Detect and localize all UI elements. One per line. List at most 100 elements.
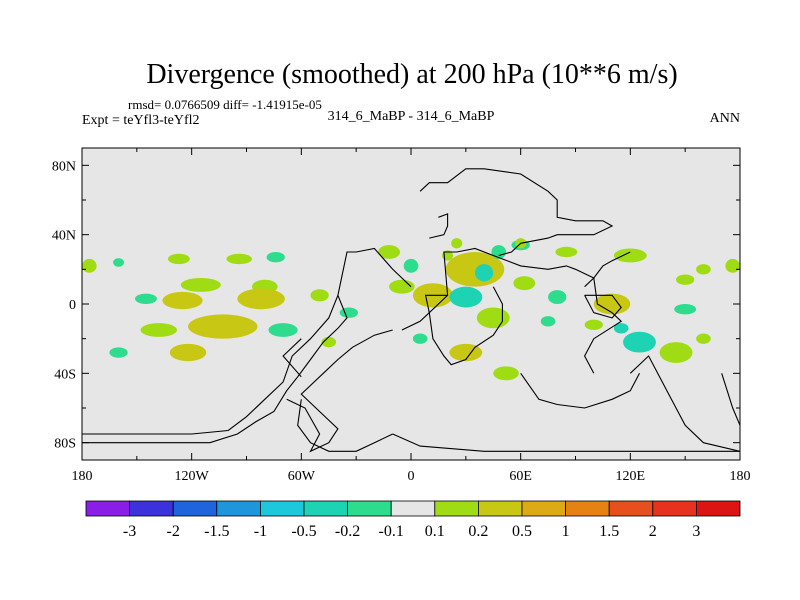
x-tick-label: 180	[730, 469, 751, 484]
colorbar-box	[347, 500, 392, 517]
x-tick-label: 0	[408, 469, 415, 484]
colorbar-box	[696, 500, 741, 517]
colorbar-box	[521, 500, 566, 517]
coastlines	[82, 168, 740, 453]
experiment-label: Expt = teYfl3-teYfl2	[82, 113, 200, 128]
coastline	[297, 399, 393, 452]
season-label: ANN	[710, 111, 740, 126]
contour-region	[493, 366, 519, 381]
colorbar-box	[477, 500, 523, 517]
colorbar-box	[85, 500, 130, 517]
contour-region	[226, 253, 252, 265]
chart-title: Divergence (smoothed) at 200 hPa (10**6 …	[146, 59, 677, 90]
contour-region	[109, 347, 128, 358]
contour-region	[725, 258, 740, 273]
contour-region	[167, 253, 190, 265]
colorbar-label: 3	[692, 523, 700, 540]
axis-ticks: 180 120W 60W 0 60E 120E 180 80N 40N 0 40S 80S	[52, 148, 751, 484]
y-tick-label: 80N	[52, 159, 76, 174]
contour-core	[171, 295, 194, 306]
colorbar-box	[390, 500, 436, 517]
y-tick-label: 40S	[54, 367, 76, 382]
contour-region	[321, 336, 337, 348]
colorbar-box	[652, 500, 697, 517]
coastline	[424, 286, 503, 366]
coastline	[629, 355, 740, 452]
colorbar-label: -2	[167, 523, 180, 540]
colorbar-label: 0.5	[512, 523, 532, 540]
contour-region	[513, 276, 536, 291]
colorbar-box	[434, 500, 479, 517]
colorbar-label: -0.1	[379, 523, 404, 540]
x-tick-label: 120W	[175, 469, 210, 484]
colorbar-box	[129, 500, 174, 517]
colorbar-label: -0.5	[291, 523, 316, 540]
coastline	[520, 372, 640, 409]
colorbar-label: 0.1	[425, 523, 445, 540]
coastline	[82, 295, 348, 444]
colorbar-label: 1.5	[599, 523, 619, 540]
contour-core	[456, 347, 475, 358]
contour-region	[623, 331, 656, 353]
coastline	[721, 373, 740, 426]
coastline	[584, 251, 631, 288]
contour-region	[389, 279, 415, 294]
coastline	[584, 294, 622, 319]
contour-core	[248, 293, 275, 305]
contour-region	[113, 258, 125, 267]
colorbar-label: -1	[254, 523, 267, 540]
contour-region	[451, 238, 463, 249]
colorbar-label: 1	[562, 523, 570, 540]
contour-region	[310, 289, 329, 302]
contour-region	[540, 316, 556, 327]
contour-region	[613, 323, 629, 334]
contour-region	[412, 333, 428, 344]
contour-region	[82, 258, 97, 273]
contour-region	[676, 274, 695, 285]
contour-core	[203, 319, 242, 334]
contour-region	[180, 278, 221, 292]
colorbar-label: -1.5	[204, 523, 229, 540]
colorbar-box	[216, 500, 261, 517]
x-tick-label: 60W	[288, 469, 316, 484]
y-tick-label: 0	[69, 298, 76, 313]
contour-region	[268, 323, 298, 337]
x-tick-label: 120E	[616, 469, 646, 484]
colorbar-label: 2	[649, 523, 657, 540]
colorbar: -3 -2 -1.5 -1 -0.5 -0.2 -0.1 0.1 0.2 0.5 1 1.5 2 3	[85, 500, 741, 540]
contour-region	[613, 248, 647, 263]
x-tick-label: 180	[72, 469, 93, 484]
coastline	[82, 247, 412, 435]
colorbar-label: 0.2	[468, 523, 488, 540]
colorbar-box	[172, 500, 218, 517]
contour-region	[696, 264, 711, 275]
contour-region	[659, 342, 693, 363]
colorbar-box	[608, 500, 654, 517]
y-tick-label: 80S	[54, 437, 76, 452]
colorbar-label: -3	[123, 523, 136, 540]
y-tick-label: 40N	[52, 229, 76, 244]
contour-region	[548, 290, 567, 305]
divergence-contours	[82, 238, 740, 381]
contour-region	[378, 245, 401, 259]
stats-line: rmsd= 0.0766509 diff= -1.41915e-05	[128, 97, 322, 112]
contour-region	[674, 304, 697, 315]
case-label: 314_6_MaBP - 314_6_MaBP	[328, 109, 495, 124]
contour-region	[449, 286, 483, 308]
colorbar-box	[259, 500, 305, 517]
colorbar-box	[303, 500, 348, 517]
contour-region	[476, 307, 510, 329]
contour-core	[177, 347, 199, 358]
contour-region	[266, 252, 285, 263]
contour-region	[403, 258, 419, 273]
colorbar-box	[565, 500, 610, 517]
x-tick-label: 60E	[509, 469, 532, 484]
contour-region	[140, 323, 178, 337]
colorbar-label: -0.2	[335, 523, 360, 540]
coastline	[419, 168, 614, 257]
contour-region	[696, 333, 711, 344]
contour-region	[339, 307, 358, 318]
contour-region	[491, 245, 507, 259]
contour-region	[474, 264, 494, 282]
